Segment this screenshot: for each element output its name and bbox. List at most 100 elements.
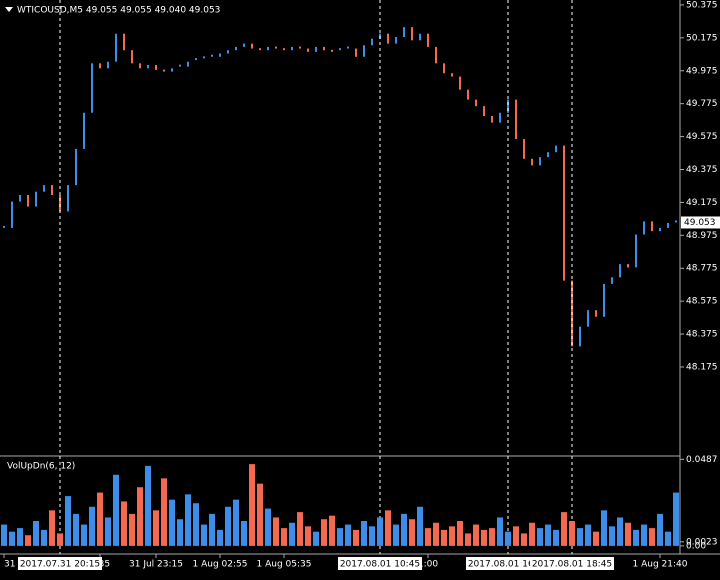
- last-price-box: [681, 216, 720, 229]
- volume-bar: [233, 499, 239, 546]
- volume-bar: [641, 524, 647, 546]
- volume-bar: [201, 524, 207, 546]
- y-tick-label: 48.775: [686, 264, 718, 274]
- y-tick-label: 49.175: [686, 198, 718, 208]
- volume-bar: [457, 521, 463, 546]
- x-tick-label: 31 J: [4, 560, 21, 570]
- volume-bar: [489, 528, 495, 546]
- volume-bar: [265, 508, 271, 546]
- volume-bar: [169, 499, 175, 546]
- volume-bar: [89, 506, 95, 546]
- volume-bar: [433, 522, 439, 546]
- volume-bar: [81, 524, 87, 546]
- volume-bar: [345, 524, 351, 546]
- volume-bar: [57, 533, 63, 546]
- volume-bar: [257, 483, 263, 546]
- volume-bar: [241, 521, 247, 546]
- volume-bar: [313, 531, 319, 546]
- volume-bar: [129, 513, 135, 546]
- menu-triangle: [5, 7, 13, 12]
- chart-title: WTICOUSD,M5 49.055 49.055 49.040 49.053: [17, 6, 220, 16]
- volume-bar: [33, 521, 39, 546]
- volume-bar: [521, 533, 527, 546]
- y-tick-label: 48.175: [686, 362, 718, 372]
- volume-bar: [177, 519, 183, 546]
- volume-bar: [17, 528, 23, 546]
- y-tick-label: 50.175: [686, 33, 718, 43]
- volume-bar: [553, 529, 559, 546]
- crosshair-label: 2017.07.31 20:15: [20, 560, 100, 570]
- y-tick-label: 48.575: [686, 297, 718, 307]
- volume-bar: [425, 528, 431, 546]
- crosshair-box: [18, 557, 102, 570]
- volume-bar: [361, 521, 367, 546]
- last-price-label: 49.053: [684, 218, 716, 228]
- volume-bar: [105, 517, 111, 546]
- volume-bar: [545, 524, 551, 546]
- indicator-title: VolUpDn(6, 12): [7, 462, 75, 472]
- volume-bar: [513, 526, 519, 546]
- volume-bar: [441, 529, 447, 546]
- volume-bar: [41, 529, 47, 546]
- volume-bar: [665, 531, 671, 546]
- volume-bar: [329, 515, 335, 546]
- volume-bar: [297, 512, 303, 546]
- volume-bar: [625, 522, 631, 546]
- volume-bar: [273, 517, 279, 546]
- y-tick-label: 0.00: [686, 541, 706, 551]
- crosshair-box: [530, 557, 614, 570]
- volume-bar: [497, 517, 503, 546]
- volume-bar: [569, 521, 575, 546]
- volume-bar: [121, 501, 127, 546]
- volume-bar: [185, 494, 191, 546]
- y-tick-label: 49.375: [686, 165, 718, 175]
- volume-bar: [561, 512, 567, 546]
- volume-bar: [145, 465, 151, 546]
- volume-bar: [473, 524, 479, 546]
- volume-bar: [97, 492, 103, 546]
- volume-bar: [577, 528, 583, 546]
- volume-bar: [217, 529, 223, 546]
- volume-bar: [321, 519, 327, 546]
- volume-bar: [601, 510, 607, 546]
- volume-bar: [289, 522, 295, 546]
- volume-bar: [393, 524, 399, 546]
- volume-bar: [409, 519, 415, 546]
- volume-bar: [1, 524, 7, 546]
- y-tick-label: 49.775: [686, 99, 718, 109]
- y-tick-label: 0.0023: [686, 537, 718, 547]
- crosshair-box: [466, 557, 550, 570]
- y-tick-label: 48.975: [686, 231, 718, 241]
- volume-bar: [153, 510, 159, 546]
- volume-bar: [25, 535, 31, 546]
- volume-bar: [673, 492, 679, 546]
- y-tick-label: 0.0487: [686, 455, 718, 465]
- volume-bar: [385, 510, 391, 546]
- volume-bar: [649, 528, 655, 546]
- volume-bar: [369, 526, 375, 546]
- volume-bar: [537, 528, 543, 546]
- volume-bar: [49, 510, 55, 546]
- volume-bar: [281, 528, 287, 546]
- y-tick-label: 49.575: [686, 132, 718, 142]
- volume-bar: [617, 517, 623, 546]
- volume-bar: [657, 513, 663, 546]
- volume-bar: [225, 506, 231, 546]
- volume-bar: [609, 526, 615, 546]
- volume-bar: [633, 529, 639, 546]
- volume-bar: [585, 524, 591, 546]
- volume-bar: [353, 529, 359, 546]
- x-tick-label: 1:00: [418, 560, 438, 570]
- y-tick-label: 50.375: [686, 0, 718, 10]
- x-tick-label: 31 Jul 23:15: [129, 560, 183, 570]
- volume-bar: [161, 478, 167, 546]
- volume-bar: [9, 531, 15, 546]
- x-tick-label: 1 Aug 02:55: [193, 560, 248, 570]
- volume-bar: [65, 496, 71, 546]
- volume-bar: [73, 513, 79, 546]
- volume-bar: [305, 526, 311, 546]
- x-tick-label: 1 Aug 05:35: [257, 560, 312, 570]
